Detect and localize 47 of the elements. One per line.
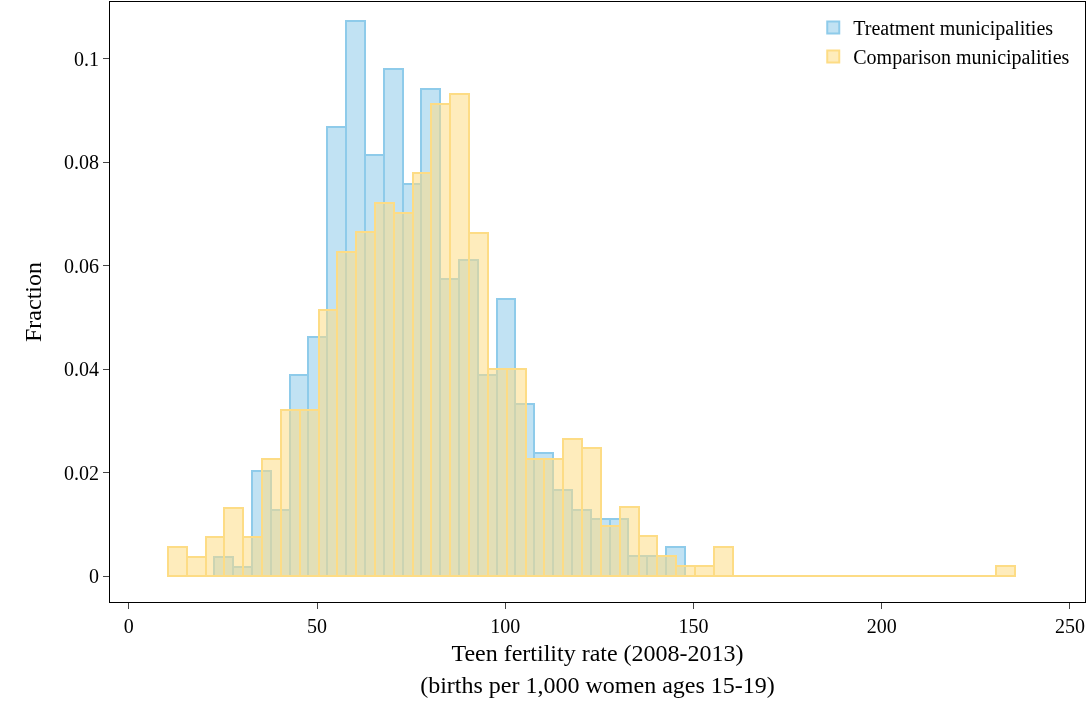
- bar: [430, 103, 451, 577]
- bar: [562, 438, 583, 577]
- bar: [543, 458, 564, 577]
- bar: [638, 535, 658, 577]
- bar: [393, 212, 414, 577]
- x-tick-label: 200: [866, 615, 897, 637]
- bar: [581, 447, 602, 577]
- bar: [506, 368, 527, 577]
- bar: [374, 202, 395, 577]
- bar: [167, 546, 188, 577]
- bar: [656, 555, 677, 577]
- bar: [318, 309, 338, 577]
- bar: [412, 172, 432, 577]
- bar: [449, 93, 470, 577]
- bar: [242, 536, 263, 577]
- bar: [525, 458, 545, 577]
- bar: [223, 507, 244, 577]
- legend-label: Treatment municipalities: [853, 17, 1054, 41]
- bar: [995, 565, 1016, 577]
- bar: [261, 458, 282, 577]
- y-tick-label: 0.1: [74, 47, 99, 70]
- bar: [713, 546, 734, 577]
- x-tick-label: 0: [123, 615, 134, 637]
- y-tick-label: 0.08: [64, 151, 99, 174]
- bar: [355, 231, 376, 577]
- x-axis-title: Teen fertility rate (2008-2013) (births per 1,000 women ages 15-19): [420, 640, 775, 698]
- bar: [299, 409, 320, 577]
- bar: [675, 565, 696, 577]
- bar: [205, 536, 225, 577]
- bar: [619, 506, 640, 577]
- y-axis-title: Fraction: [20, 262, 47, 342]
- y-tick-label: 0.02: [64, 461, 99, 484]
- bar: [600, 525, 621, 577]
- x-tick-label: 250: [1054, 615, 1085, 637]
- x-tick-label: 50: [307, 615, 328, 637]
- bar: [336, 251, 357, 577]
- bar: [468, 232, 489, 577]
- y-tick-label: 0: [89, 565, 99, 588]
- bar: [487, 368, 508, 577]
- legend-label: Comparison municipalities: [853, 46, 1070, 70]
- x-tick-label: 150: [678, 615, 709, 637]
- x-tick-label: 100: [490, 615, 521, 637]
- bar: [694, 565, 715, 577]
- bar: [186, 556, 207, 577]
- bar: [280, 409, 301, 577]
- y-tick-label: 0.06: [64, 254, 99, 277]
- y-tick-label: 0.04: [64, 358, 99, 381]
